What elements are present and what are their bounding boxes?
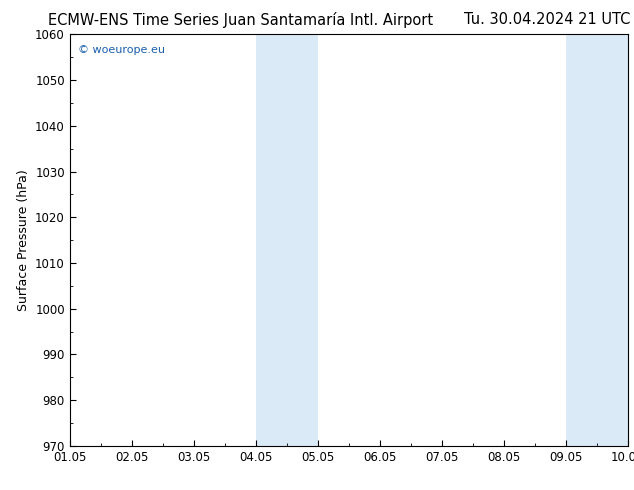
Bar xyxy=(597,34,628,446)
Y-axis label: Surface Pressure (hPa): Surface Pressure (hPa) xyxy=(16,169,30,311)
Bar xyxy=(287,34,318,446)
Text: ECMW-ENS Time Series Juan Santamaría Intl. Airport: ECMW-ENS Time Series Juan Santamaría Int… xyxy=(48,12,434,28)
Bar xyxy=(256,34,287,446)
Text: © woeurope.eu: © woeurope.eu xyxy=(78,45,165,54)
Bar xyxy=(566,34,597,446)
Text: Tu. 30.04.2024 21 UTC: Tu. 30.04.2024 21 UTC xyxy=(465,12,631,27)
